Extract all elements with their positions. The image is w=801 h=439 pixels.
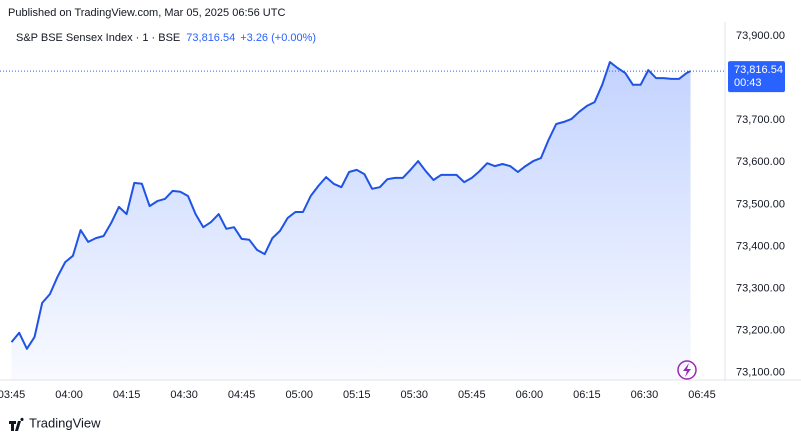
x-tick-label: 04:15 xyxy=(113,389,141,401)
countdown: 00:43 xyxy=(734,77,762,89)
price-line xyxy=(10,61,691,350)
x-tick-label: 06:00 xyxy=(516,389,544,401)
x-tick-label: 06:30 xyxy=(631,389,659,401)
x-tick-label: 04:30 xyxy=(170,389,198,401)
x-tick-label: 05:30 xyxy=(401,389,429,401)
y-tick-label: 73,300.00 xyxy=(736,283,785,295)
x-tick-label: 04:00 xyxy=(55,389,83,401)
y-tick-label: 73,200.00 xyxy=(736,325,785,337)
header: Published on TradingView.com, Mar 05, 20… xyxy=(8,7,285,19)
x-tick-label: 06:45 xyxy=(688,389,716,401)
legend-change: +3.26 (+0.00%) xyxy=(240,32,316,44)
y-tick-label: 73,400.00 xyxy=(736,240,785,252)
legend: S&P BSE Sensex Index · 1 · BSE 73,816.54… xyxy=(16,32,316,44)
logo: TradingView xyxy=(9,415,101,431)
y-tick-label: 73,700.00 xyxy=(736,114,785,126)
symbol: S&P BSE Sensex Index · 1 · BSE xyxy=(16,32,180,44)
x-tick-label: 06:15 xyxy=(573,389,601,401)
y-tick-label: 73,600.00 xyxy=(736,156,785,168)
legend-price: 73,816.54 xyxy=(186,32,235,44)
last-price-badge xyxy=(728,61,785,93)
y-tick-label: 73,900.00 xyxy=(736,30,785,42)
x-tick-label: 05:15 xyxy=(343,389,371,401)
y-tick-label: 73,500.00 xyxy=(736,198,785,210)
y-tick-label: 73,100.00 xyxy=(736,367,785,379)
x-tick-label: 05:00 xyxy=(285,389,313,401)
last-price-label: 73,816.54 xyxy=(734,64,783,76)
x-tick-label: 04:45 xyxy=(228,389,256,401)
footer-brand: TradingView xyxy=(29,415,101,430)
area-fill xyxy=(11,62,691,380)
x-tick-label: 05:45 xyxy=(458,389,486,401)
x-tick-label: 03:45 xyxy=(0,389,25,401)
